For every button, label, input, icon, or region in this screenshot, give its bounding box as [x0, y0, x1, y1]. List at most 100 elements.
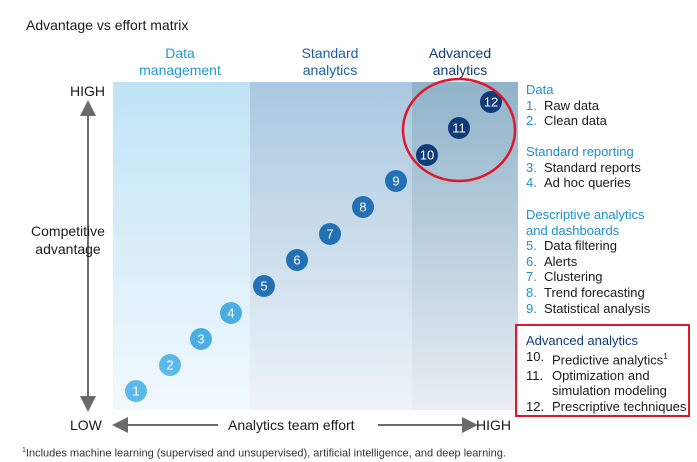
legend-item-text: Prescriptive techniques: [552, 398, 687, 414]
y-axis-title-line: Competitive: [31, 223, 105, 239]
point-marker: [220, 302, 242, 324]
legend-item: 11. Optimization and simulation modeling: [526, 368, 686, 399]
legend-data: Data 1. Raw data 2. Clean data: [526, 82, 607, 129]
footnote-marker: 1: [22, 447, 26, 454]
legend-item: 9. Statistical analysis: [526, 301, 650, 317]
y-axis-title: Competitive advantage: [22, 222, 114, 258]
point-label: 10: [420, 148, 434, 163]
legend-item: 3. Standard reports: [526, 160, 641, 176]
point-label: 12: [484, 95, 498, 110]
legend-item-number: 3.: [526, 159, 537, 175]
legend-item: 4. Ad hoc queries: [526, 175, 641, 191]
column-header-line: Advanced: [428, 45, 492, 61]
point-5: 5: [253, 275, 275, 297]
legend-item-text: Ad hoc queries: [544, 175, 631, 191]
legend-item: 10. Predictive analytics1: [526, 349, 686, 368]
legend-heading: Data: [526, 82, 554, 97]
point-marker: [385, 170, 407, 192]
legend-item: 5. Data filtering: [526, 238, 650, 254]
legend-item-text-line: simulation modeling: [552, 383, 667, 399]
point-label: 9: [392, 174, 399, 189]
y-axis-high-label: HIGH: [70, 83, 105, 99]
advanced-analytics-highlight-box: [515, 324, 690, 417]
point-label: 2: [166, 358, 173, 373]
column-header-advanced-analytics: Advanced analytics: [400, 45, 520, 79]
point-1: 1: [125, 380, 147, 402]
point-7: 7: [319, 223, 341, 245]
point-3: 3: [190, 328, 212, 350]
point-marker: [352, 196, 374, 218]
legend-item-text: Clean data: [544, 113, 607, 129]
point-9: 9: [385, 170, 407, 192]
legend-item-text: Raw data: [544, 97, 599, 113]
point-marker: [159, 354, 181, 376]
legend-heading: Advanced analytics: [526, 333, 639, 348]
point-label: 5: [260, 279, 267, 294]
legend-item-text: Data filtering: [544, 238, 617, 254]
legend-item-number: 7.: [526, 269, 537, 285]
point-marker: [448, 117, 470, 139]
point-marker: [190, 328, 212, 350]
legend-item-text: Alerts: [544, 253, 578, 269]
point-marker: [319, 223, 341, 245]
legend-item-number: 8.: [526, 284, 537, 300]
x-axis-high-label: HIGH: [476, 417, 511, 433]
legend-item-text-line: Optimization and: [552, 367, 650, 383]
legend-descriptive-analytics: Descriptive analytics and dashboards 5. D…: [526, 207, 650, 316]
footnote-text: Includes machine learning (supervised an…: [25, 447, 506, 460]
point-label: 1: [132, 384, 139, 399]
legend-heading: Descriptive analytics: [526, 207, 645, 222]
legend-item-number: 9.: [526, 300, 537, 316]
legend-item-number: 10.: [526, 348, 545, 364]
x-axis-title: Analytics team effort: [228, 417, 355, 433]
column-header-line: Standard: [301, 45, 359, 61]
legend-item: 6. Alerts: [526, 254, 650, 270]
band-data-management: [113, 82, 250, 410]
legend-item: 8. Trend forecasting: [526, 285, 650, 301]
point-11: 11: [448, 117, 470, 139]
column-header-line: analytics: [302, 62, 358, 78]
column-header-line: management: [139, 62, 221, 78]
column-header-line: analytics: [432, 62, 488, 78]
point-marker: [125, 380, 147, 402]
point-label: 6: [293, 253, 300, 268]
legend-item: 7. Clustering: [526, 269, 650, 285]
advanced-highlight-circle: [401, 77, 517, 183]
point-8: 8: [352, 196, 374, 218]
legend-item-number: 5.: [526, 238, 537, 254]
point-4: 4: [220, 302, 242, 324]
legend-item-number: 1.: [526, 97, 537, 113]
legend-item-number: 2.: [526, 113, 537, 129]
legend-advanced-analytics: Advanced analytics 10. Predictive analyti…: [526, 333, 686, 414]
legend-heading: and dashboards: [526, 222, 620, 238]
legend-heading: Standard reporting: [526, 144, 634, 159]
legend-item-number: 11.: [526, 367, 544, 383]
point-marker: [286, 249, 308, 271]
legend-item: 2. Clean data: [526, 113, 607, 129]
legend-item-text-main: Predictive analytics: [552, 351, 664, 367]
column-header-data-management: Data management: [120, 45, 240, 79]
point-10: 10: [416, 144, 438, 166]
legend-item-text: Trend forecasting: [544, 284, 645, 300]
point-label: 4: [227, 306, 234, 321]
point-label: 8: [359, 200, 366, 215]
column-header-line: Data: [165, 45, 195, 61]
legend-item-number: 12.: [526, 398, 545, 414]
legend-item-text: Statistical analysis: [544, 300, 651, 316]
legend-item-text: Standard reports: [544, 159, 641, 175]
legend-item-text: Optimization and simulation modeling: [552, 368, 667, 399]
point-label: 3: [197, 332, 204, 347]
point-2: 2: [159, 354, 181, 376]
band-standard-analytics: [250, 82, 412, 410]
x-axis-low-label: LOW: [70, 417, 102, 433]
footnote: 1Includes machine learning (supervised a…: [22, 447, 506, 460]
point-label: 11: [452, 121, 466, 136]
legend-item-number: 4.: [526, 175, 537, 191]
footnote-marker: 1: [663, 351, 668, 361]
point-6: 6: [286, 249, 308, 271]
point-label: 7: [326, 227, 333, 242]
point-marker: [480, 91, 502, 113]
legend-item: 12. Prescriptive techniques: [526, 399, 686, 415]
